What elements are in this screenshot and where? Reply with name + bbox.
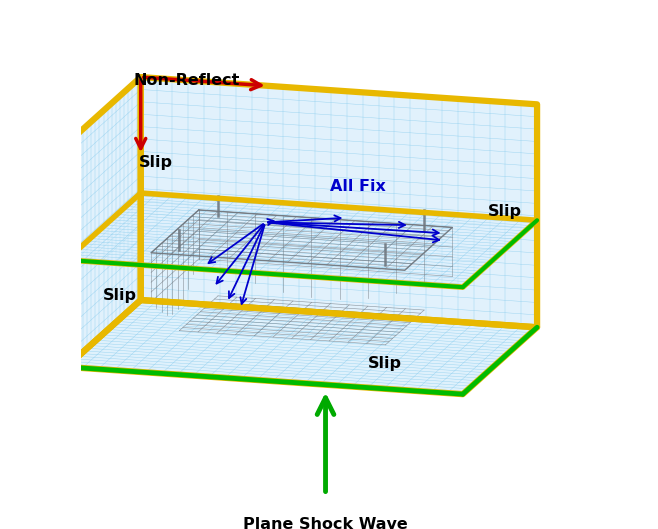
Polygon shape: [66, 77, 141, 367]
Text: Plane Shock Wave: Plane Shock Wave: [243, 517, 408, 529]
Polygon shape: [66, 193, 537, 287]
Text: Slip: Slip: [103, 288, 138, 303]
Text: Slip: Slip: [488, 204, 522, 219]
Text: Slip: Slip: [368, 355, 402, 371]
Polygon shape: [66, 300, 537, 394]
Text: All Fix: All Fix: [330, 179, 386, 194]
Text: Slip: Slip: [139, 155, 172, 170]
Polygon shape: [141, 77, 537, 327]
Text: Non-Reflect: Non-Reflect: [134, 74, 240, 88]
